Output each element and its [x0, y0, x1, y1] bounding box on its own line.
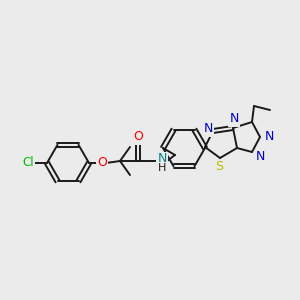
Text: O: O	[133, 130, 143, 143]
Text: N: N	[264, 130, 274, 142]
Text: S: S	[215, 160, 223, 173]
Text: H: H	[158, 163, 166, 173]
Text: N: N	[203, 122, 213, 136]
Text: O: O	[97, 157, 107, 169]
Text: N: N	[157, 152, 167, 166]
Text: Cl: Cl	[22, 157, 34, 169]
Text: N: N	[229, 112, 239, 125]
Text: N: N	[255, 151, 265, 164]
